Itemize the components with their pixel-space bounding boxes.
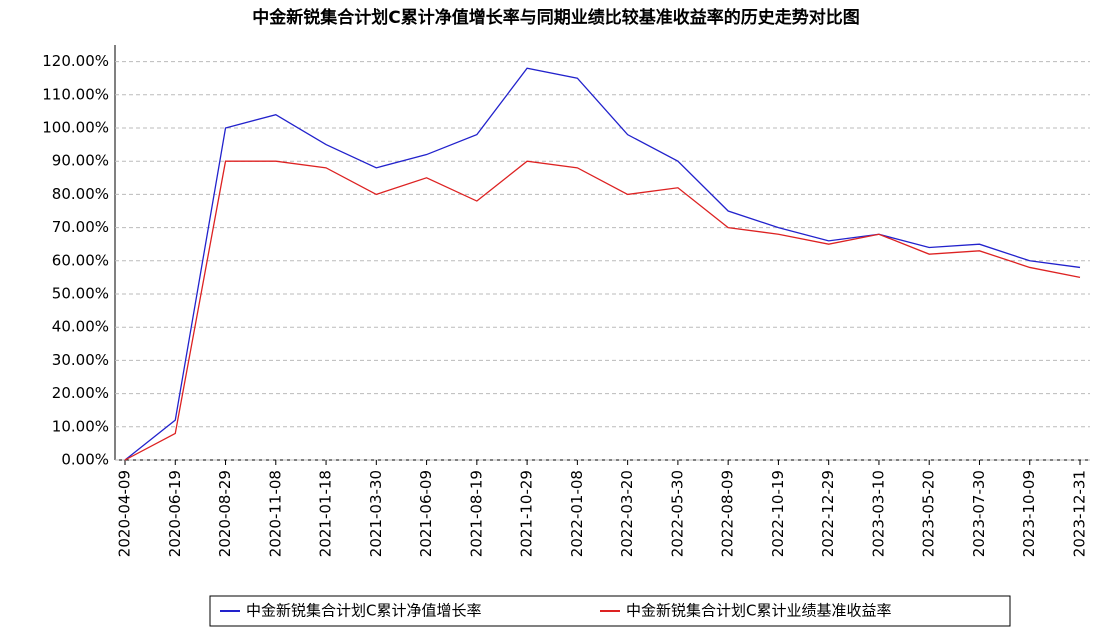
x-tick-label: 2020-04-09 xyxy=(116,470,134,557)
y-tick-label: 110.00% xyxy=(42,85,109,103)
x-tick-label: 2020-08-29 xyxy=(216,470,234,557)
x-tick-label: 2022-05-30 xyxy=(668,470,686,557)
y-tick-label: 0.00% xyxy=(61,451,109,469)
x-tick-label: 2021-08-19 xyxy=(467,470,485,557)
x-tick-label: 2022-03-20 xyxy=(618,470,636,557)
legend-label: 中金新锐集合计划C累计业绩基准收益率 xyxy=(626,602,891,620)
x-tick-label: 2021-03-30 xyxy=(367,470,385,557)
x-tick-label: 2021-01-18 xyxy=(317,470,335,557)
y-tick-label: 100.00% xyxy=(42,119,109,137)
y-tick-label: 80.00% xyxy=(52,185,109,203)
legend-label: 中金新锐集合计划C累计净值增长率 xyxy=(246,602,481,620)
y-tick-label: 60.00% xyxy=(52,251,109,269)
y-tick-label: 10.00% xyxy=(52,417,109,435)
x-tick-label: 2021-06-09 xyxy=(417,470,435,557)
x-tick-label: 2020-06-19 xyxy=(166,470,184,557)
y-tick-label: 50.00% xyxy=(52,285,109,303)
y-tick-label: 30.00% xyxy=(52,351,109,369)
x-tick-label: 2023-03-10 xyxy=(869,470,887,557)
series-line xyxy=(125,68,1080,460)
chart: 中金新锐集合计划C累计净值增长率与同期业绩比较基准收益率的历史走势对比图 0.0… xyxy=(0,0,1112,633)
x-tick-label: 2023-05-20 xyxy=(920,470,938,557)
x-tick-label: 2022-10-19 xyxy=(769,470,787,557)
x-tick-label: 2023-12-31 xyxy=(1071,470,1089,557)
chart-title: 中金新锐集合计划C累计净值增长率与同期业绩比较基准收益率的历史走势对比图 xyxy=(252,7,859,28)
x-tick-label: 2022-08-09 xyxy=(719,470,737,557)
x-tick-label: 2022-12-29 xyxy=(819,470,837,557)
x-tick-label: 2023-07-30 xyxy=(970,470,988,557)
x-tick-label: 2020-11-08 xyxy=(266,470,284,557)
y-tick-label: 70.00% xyxy=(52,218,109,236)
x-tick-label: 2023-10-09 xyxy=(1020,470,1038,557)
y-tick-label: 90.00% xyxy=(52,152,109,170)
y-tick-label: 40.00% xyxy=(52,318,109,336)
y-tick-label: 120.00% xyxy=(42,52,109,70)
series-line xyxy=(125,161,1080,460)
y-tick-label: 20.00% xyxy=(52,384,109,402)
x-tick-label: 2021-10-29 xyxy=(518,470,536,557)
x-tick-label: 2022-01-08 xyxy=(568,470,586,557)
